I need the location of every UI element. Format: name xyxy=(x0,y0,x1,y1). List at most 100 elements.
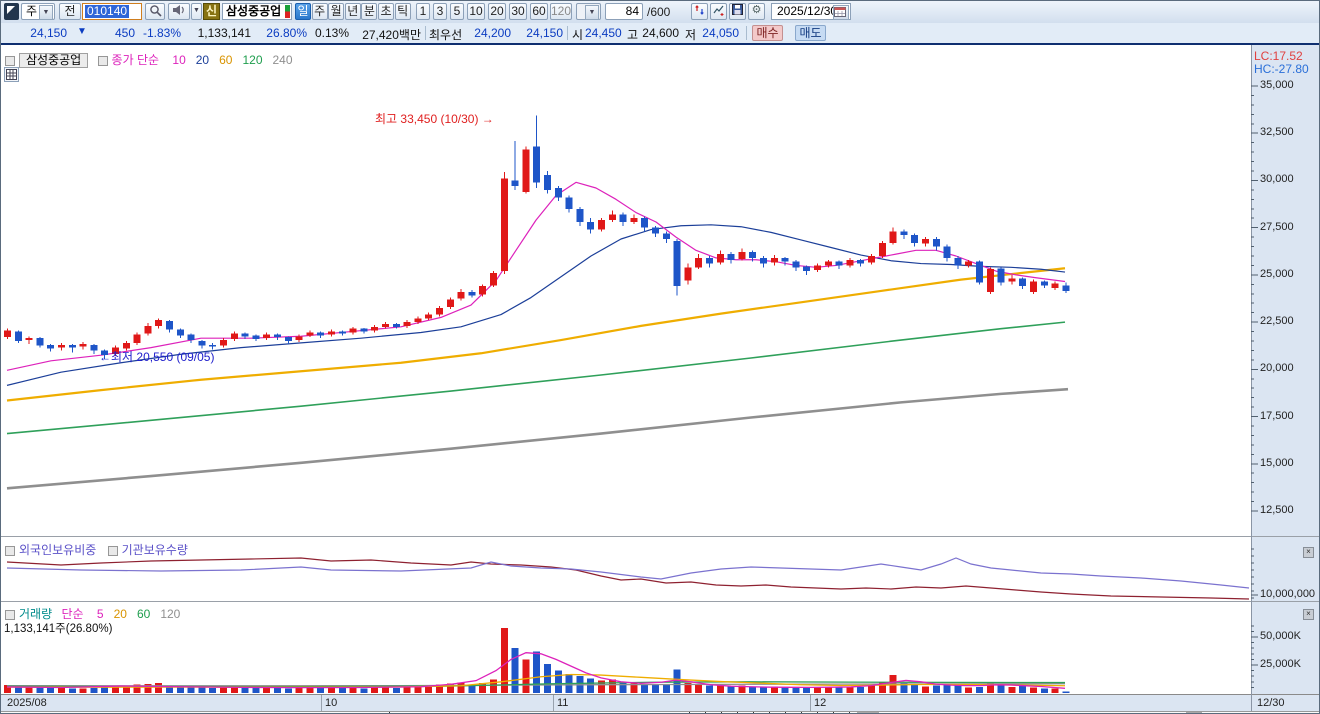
buy-button[interactable]: 매수 xyxy=(752,25,783,41)
sub-panel-close-button[interactable]: × xyxy=(1303,547,1314,558)
volume-tick-label: 50,000K xyxy=(1260,630,1301,642)
period-combo[interactable]: 주 ▼ xyxy=(21,3,55,20)
scroll-tick xyxy=(721,712,722,713)
volume-panel-close-button[interactable]: × xyxy=(1303,609,1314,620)
date-section-label: 11 xyxy=(557,697,569,709)
price-axis-gutter xyxy=(1251,45,1319,694)
settings-button[interactable]: ⚙ xyxy=(748,3,765,20)
interval-button-20[interactable]: 20 xyxy=(488,3,506,20)
scroll-thumb[interactable] xyxy=(1186,712,1202,713)
date-section-label: 12 xyxy=(814,697,827,709)
ma-label-120: 120 xyxy=(242,53,263,67)
empty-combo[interactable]: ▼ xyxy=(576,3,601,20)
interval-button-3[interactable]: 3 xyxy=(433,3,447,20)
volume-bars-layer xyxy=(4,628,1070,693)
bottom-scrollbar[interactable] xyxy=(1,711,1319,713)
new-badge: 신 xyxy=(203,3,220,20)
timeframe-button-년[interactable]: 년 xyxy=(344,3,361,20)
window-menu-icon[interactable] xyxy=(4,3,19,20)
grid-tool-button[interactable] xyxy=(4,67,19,82)
ma-label-60: 60 xyxy=(219,53,233,67)
price-tick-label: 20,000 xyxy=(1260,362,1294,375)
scroll-tick xyxy=(849,712,850,713)
low-label: 저 xyxy=(685,28,697,42)
ma10-line xyxy=(6,181,1066,371)
legend-toggle-icon[interactable] xyxy=(97,55,108,66)
legend-toggle-icon[interactable] xyxy=(107,545,118,556)
timeframe-button-주[interactable]: 주 xyxy=(311,3,328,20)
date-section-label: 2025/08 xyxy=(7,697,47,709)
interval-button-5[interactable]: 5 xyxy=(450,3,464,20)
high-label: 고 xyxy=(627,28,639,42)
date-field[interactable]: 2025/12/30 xyxy=(771,3,851,20)
price-tick-label: 12,500 xyxy=(1260,504,1294,516)
chevron-down-icon[interactable]: ▼ xyxy=(585,5,599,20)
volume-ma-layer xyxy=(6,652,1066,689)
legend-toggle-icon[interactable] xyxy=(5,609,15,620)
vol-ma-label-60: 60 xyxy=(136,607,151,621)
current-price: 24,150 xyxy=(30,26,67,40)
interval-button-30[interactable]: 30 xyxy=(509,3,527,20)
stock-flag-icon xyxy=(285,5,290,18)
bar-count-value: 84 xyxy=(625,4,639,18)
interval-button-10[interactable]: 10 xyxy=(467,3,485,20)
timeframe-button-틱[interactable]: 틱 xyxy=(394,3,411,20)
sound-dropdown-icon[interactable]: ▼ xyxy=(191,3,202,20)
legend-toggle-icon[interactable] xyxy=(5,545,15,556)
change-percent: -1.83% xyxy=(142,26,181,40)
sell-button[interactable]: 매도 xyxy=(795,25,826,41)
timeframe-button-분[interactable]: 분 xyxy=(361,3,378,20)
bar-count-input[interactable]: 84 xyxy=(605,3,643,20)
timeframe-button-일[interactable]: 일 xyxy=(295,3,311,20)
price-tick-label: 15,000 xyxy=(1260,456,1294,469)
legend-toggle-icon[interactable] xyxy=(5,55,15,66)
volume-ma-periods: 5 20 60 120 xyxy=(87,607,180,621)
candles-layer xyxy=(4,115,1070,359)
scroll-thumb[interactable] xyxy=(857,712,879,713)
interval-button-1[interactable]: 1 xyxy=(416,3,430,20)
price-tick-label: 30,000 xyxy=(1260,173,1294,186)
divider xyxy=(425,26,426,40)
legend-stock-name[interactable]: 삼성중공업 xyxy=(19,53,89,68)
timeframe-button-월[interactable]: 월 xyxy=(328,3,345,20)
foreign-ratio-line xyxy=(6,557,1250,589)
institution-label: 기관보유수량 xyxy=(121,543,188,557)
scroll-tick xyxy=(769,712,770,713)
search-icon xyxy=(149,5,162,17)
down-arrow-icon: ▼ xyxy=(77,26,87,37)
sub-axis-label: 10,000,000 xyxy=(1260,588,1316,600)
sub-panel-legend: 외국인보유비중 기관보유수량 xyxy=(5,541,188,558)
price-tick-label: 32,500 xyxy=(1260,126,1294,139)
scroll-tick xyxy=(817,712,818,713)
stock-code-value: 010140 xyxy=(85,4,130,18)
jeon-button[interactable]: 전 xyxy=(59,3,81,20)
interval-button-120[interactable]: 120 xyxy=(550,3,572,20)
volume-current-value: 1,133,141주(26.80%) xyxy=(4,623,113,635)
ma120-line xyxy=(6,321,1066,435)
period-combo-value: 주 xyxy=(26,4,38,18)
price-tick-label: 17,500 xyxy=(1260,409,1294,422)
toolbar: 주 ▼ 전 010140 ▼ ▼ 신 삼성중공업 ▼ xyxy=(1,1,1319,24)
chart-canvas[interactable] xyxy=(1,45,1320,714)
calendar-icon xyxy=(834,7,846,17)
signal-tool-button[interactable] xyxy=(691,3,708,20)
date-axis xyxy=(1,694,1319,711)
search-button[interactable] xyxy=(145,3,165,20)
axis-ticks xyxy=(1251,85,1258,688)
interval-button-60[interactable]: 60 xyxy=(530,3,548,20)
trendline-tool-button[interactable] xyxy=(710,3,727,20)
scroll-tick xyxy=(705,712,706,713)
price-tick-label: 35,000 xyxy=(1260,79,1294,91)
stock-name-field[interactable]: 삼성중공업 xyxy=(222,3,292,20)
divider xyxy=(746,26,747,40)
timeframe-button-초[interactable]: 초 xyxy=(378,3,394,20)
save-button[interactable] xyxy=(729,3,746,20)
scroll-tick xyxy=(801,712,802,713)
vol-ma-label-5: 5 xyxy=(96,607,104,621)
calendar-button[interactable] xyxy=(833,5,849,20)
scroll-tick xyxy=(689,712,690,713)
stock-code-input[interactable]: 010140 ▼ xyxy=(82,3,142,20)
volume-ma-type: 단순 xyxy=(61,607,84,621)
chevron-down-icon[interactable]: ▼ xyxy=(39,5,53,20)
sound-button[interactable] xyxy=(168,3,190,20)
